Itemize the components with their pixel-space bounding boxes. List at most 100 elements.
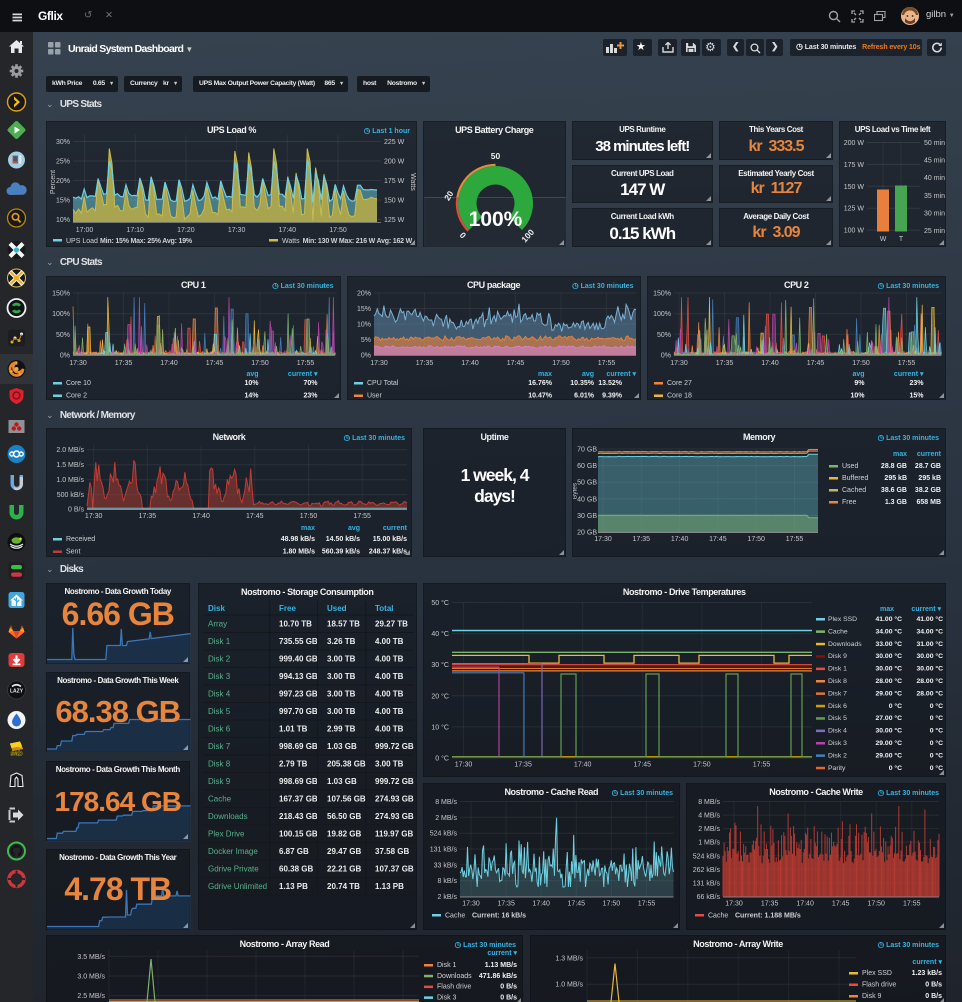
svg-text:17:35: 17:35 <box>139 513 157 520</box>
svg-text:9%: 9% <box>854 380 865 387</box>
svg-text:Disk 2: Disk 2 <box>828 752 847 759</box>
svg-text:1.0 MB/s: 1.0 MB/s <box>555 982 583 989</box>
svg-text:0 °C: 0 °C <box>929 727 942 735</box>
svg-text:2 MB/s: 2 MB/s <box>698 826 720 833</box>
svg-text:4.00 TB: 4.00 TB <box>375 725 404 734</box>
svg-text:17:30: 17:30 <box>454 762 472 769</box>
svg-text:17:45: 17:45 <box>709 536 727 543</box>
svg-text:15%: 15% <box>356 306 370 313</box>
svg-text:avg: avg <box>581 371 593 378</box>
svg-text:3.00 TB: 3.00 TB <box>327 690 356 699</box>
svg-text:Downloads: Downloads <box>208 812 248 821</box>
svg-text:17:55: 17:55 <box>786 536 804 543</box>
svg-text:994.13 GB: 994.13 GB <box>279 672 318 681</box>
svg-text:Disk 5: Disk 5 <box>828 715 847 722</box>
svg-text:1.3 GB: 1.3 GB <box>885 499 907 506</box>
svg-text:20%: 20% <box>56 178 70 185</box>
svg-text:avg: avg <box>246 371 258 378</box>
svg-text:29.27 TB: 29.27 TB <box>375 620 408 629</box>
svg-text:50 min: 50 min <box>924 140 945 147</box>
svg-text:17:45: 17:45 <box>506 360 524 367</box>
svg-text:100%: 100% <box>469 208 523 231</box>
svg-text:29.00 °C: 29.00 °C <box>875 739 902 747</box>
svg-text:17:30: 17:30 <box>725 900 743 907</box>
svg-text:Current: 16 kB/s: Current: 16 kB/s <box>472 912 526 919</box>
svg-text:Free: Free <box>842 499 857 506</box>
svg-text:34.00 °C: 34.00 °C <box>875 627 902 635</box>
svg-text:471.86 kB/s: 471.86 kB/s <box>479 973 517 980</box>
svg-text:997.23 GB: 997.23 GB <box>279 690 318 699</box>
svg-text:28.00 °C: 28.00 °C <box>875 677 902 685</box>
svg-text:17:50: 17:50 <box>251 360 269 367</box>
svg-text:17:50: 17:50 <box>747 536 765 543</box>
svg-text:295 kB: 295 kB <box>884 475 907 482</box>
svg-text:Disk 4: Disk 4 <box>828 728 847 735</box>
svg-text:Plex SSD: Plex SSD <box>828 616 857 623</box>
svg-text:15%: 15% <box>56 197 70 204</box>
svg-text:100%: 100% <box>653 311 671 318</box>
svg-text:37.58 GB: 37.58 GB <box>375 847 409 856</box>
svg-text:UPS Load: UPS Load <box>66 238 98 245</box>
svg-text:14.50 kB/s: 14.50 kB/s <box>326 536 360 543</box>
svg-text:0 B/s: 0 B/s <box>925 993 942 1000</box>
svg-text:40 min: 40 min <box>924 175 945 182</box>
svg-text:17:45: 17:45 <box>806 360 824 367</box>
svg-text:17:10: 17:10 <box>126 227 144 234</box>
svg-text:max: max <box>879 606 893 613</box>
svg-text:Disk 2: Disk 2 <box>208 655 231 664</box>
svg-text:2 MB/s: 2 MB/s <box>435 814 457 821</box>
svg-text:48.98 kB/s: 48.98 kB/s <box>281 536 315 543</box>
svg-text:current: current <box>383 525 408 532</box>
svg-text:20 GB: 20 GB <box>577 530 597 537</box>
svg-text:17:35: 17:35 <box>514 762 532 769</box>
svg-text:997.70 GB: 997.70 GB <box>279 707 318 716</box>
svg-text:150 W: 150 W <box>844 183 865 190</box>
svg-text:218.43 GB: 218.43 GB <box>279 812 318 821</box>
svg-text:0%: 0% <box>60 353 70 360</box>
svg-text:125 W: 125 W <box>384 217 405 224</box>
svg-text:70%: 70% <box>303 380 318 387</box>
svg-text:Parity: Parity <box>828 765 846 772</box>
svg-text:current ▾: current ▾ <box>893 371 923 378</box>
svg-text:17:00: 17:00 <box>76 227 94 234</box>
svg-text:4 MB/s: 4 MB/s <box>698 812 720 819</box>
svg-text:25 min: 25 min <box>924 228 945 235</box>
svg-text:1.13 PB: 1.13 PB <box>375 882 404 891</box>
svg-text:Cache: Cache <box>208 795 232 804</box>
svg-text:0 °C: 0 °C <box>888 702 901 710</box>
svg-text:Cached: Cached <box>842 487 866 494</box>
svg-text:3.00 TB: 3.00 TB <box>327 672 356 681</box>
svg-text:19.82 GB: 19.82 GB <box>327 830 361 839</box>
svg-text:1.03 GB: 1.03 GB <box>327 777 357 786</box>
svg-text:17:45: 17:45 <box>246 513 264 520</box>
svg-text:29.47 GB: 29.47 GB <box>327 847 361 856</box>
svg-text:17:20: 17:20 <box>177 227 195 234</box>
svg-text:Docker Image: Docker Image <box>208 847 258 856</box>
svg-text:1.3 MB/s: 1.3 MB/s <box>555 955 583 962</box>
svg-text:max: max <box>537 371 551 378</box>
svg-text:Disk 4: Disk 4 <box>208 690 231 699</box>
svg-text:295 kB: 295 kB <box>918 475 941 482</box>
svg-text:Disk 9: Disk 9 <box>828 653 847 660</box>
svg-text:500 kB/s: 500 kB/s <box>57 492 85 499</box>
svg-text:0 B/s: 0 B/s <box>500 984 517 991</box>
svg-text:17:40: 17:40 <box>160 360 178 367</box>
svg-text:17:30: 17:30 <box>462 900 480 907</box>
svg-text:70 GB: 70 GB <box>577 447 597 454</box>
svg-text:125 W: 125 W <box>844 205 865 212</box>
svg-text:0 °C: 0 °C <box>929 702 942 710</box>
svg-text:3.00 TB: 3.00 TB <box>327 655 356 664</box>
svg-text:8 MB/s: 8 MB/s <box>435 799 457 806</box>
svg-text:50%: 50% <box>56 332 70 339</box>
svg-text:560.39 kB/s: 560.39 kB/s <box>322 549 360 556</box>
svg-text:Plex Drive: Plex Drive <box>208 830 245 839</box>
svg-text:175 W: 175 W <box>384 178 405 185</box>
svg-text:17:45: 17:45 <box>832 900 850 907</box>
svg-text:50: 50 <box>491 151 501 161</box>
svg-text:200 W: 200 W <box>844 140 865 147</box>
svg-text:1.13 MB/s: 1.13 MB/s <box>485 962 517 969</box>
svg-text:4.00 TB: 4.00 TB <box>375 637 404 646</box>
svg-text:4.00 TB: 4.00 TB <box>375 690 404 699</box>
svg-text:2.79 TB: 2.79 TB <box>279 760 308 769</box>
svg-text:4.00 TB: 4.00 TB <box>375 655 404 664</box>
